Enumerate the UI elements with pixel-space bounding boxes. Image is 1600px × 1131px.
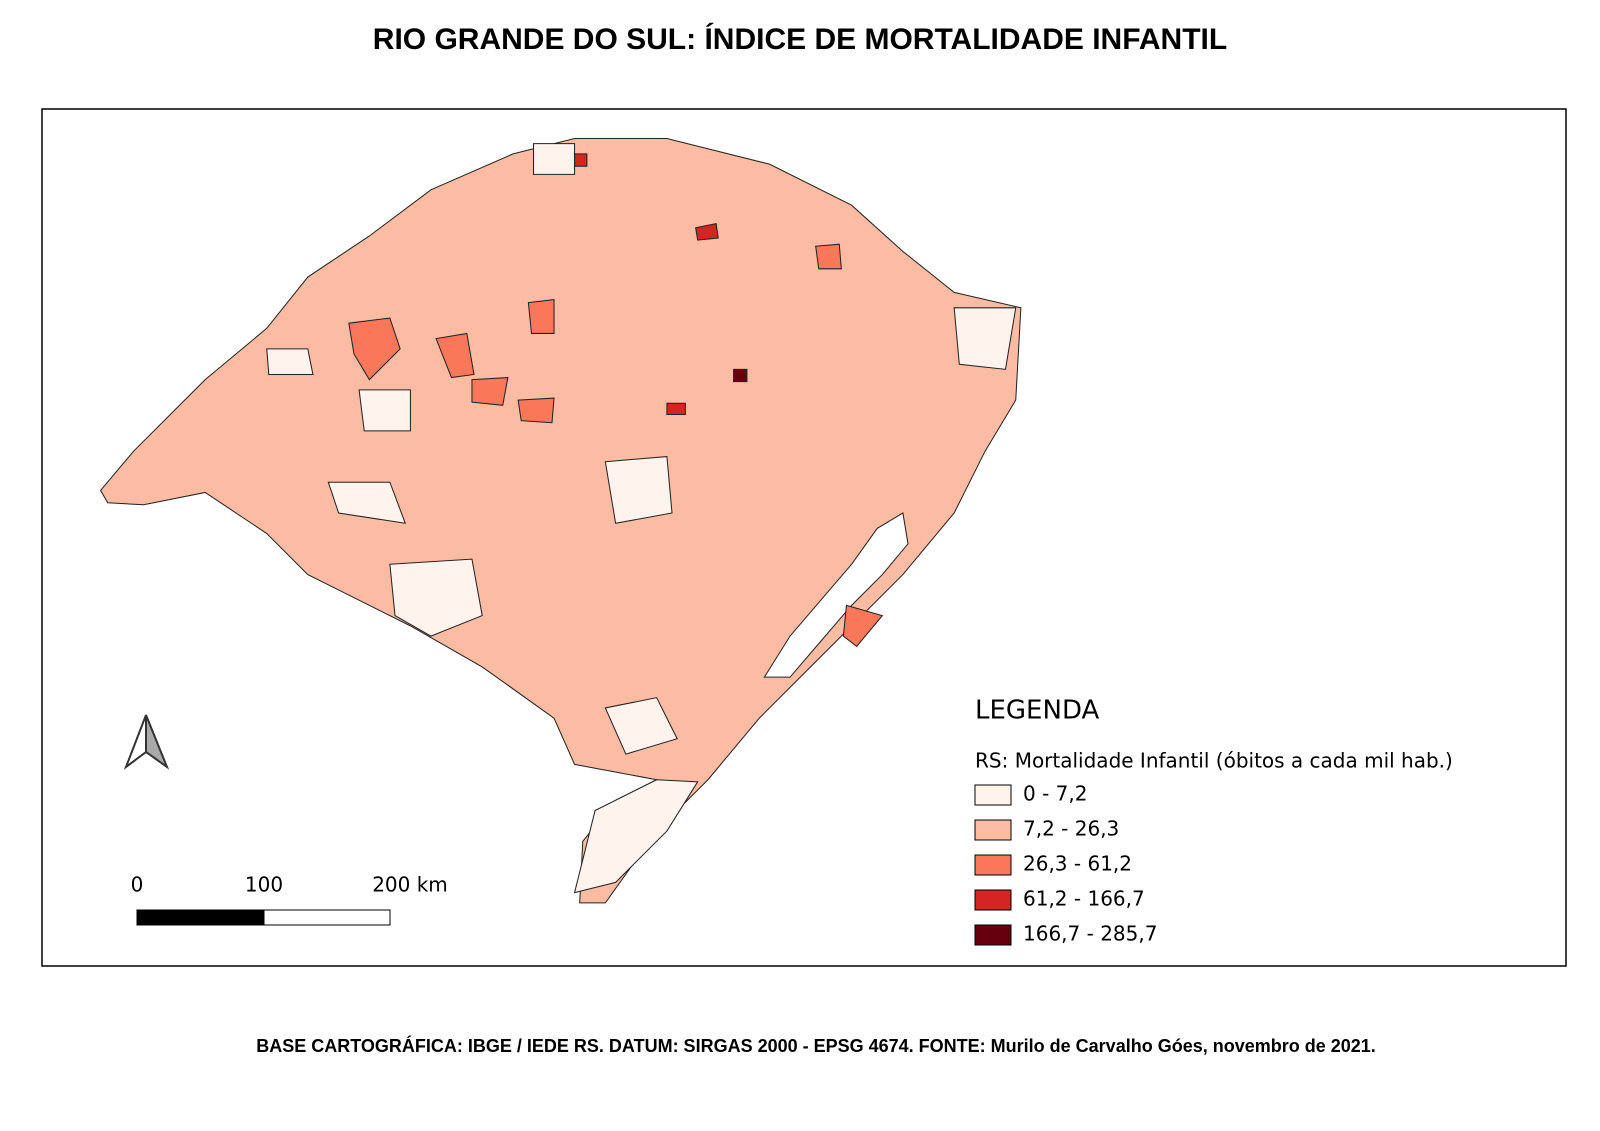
legend-label: 0 - 7,2 [1023, 782, 1087, 806]
district-mid [527, 299, 555, 334]
legend-swatch [974, 889, 1012, 911]
legend-label: 26,3 - 61,2 [1023, 852, 1132, 876]
district-light [604, 456, 673, 524]
district-mid [471, 377, 509, 406]
map-title: RIO GRANDE DO SUL: ÍNDICE DE MORTALIDADE… [373, 22, 1227, 56]
scale-bar [136, 909, 391, 926]
district-light [953, 307, 1017, 370]
legend-label: 7,2 - 26,3 [1023, 817, 1119, 841]
district-mid [517, 397, 555, 424]
scale-label: 0 [131, 873, 144, 897]
legend-label: 166,7 - 285,7 [1023, 922, 1157, 946]
district-mid [435, 332, 475, 379]
map-frame [41, 108, 1567, 967]
district-mid [815, 243, 842, 270]
district-light [604, 697, 678, 755]
legend-title: LEGENDA [975, 696, 1100, 726]
scale-segment [136, 909, 265, 926]
legend-swatch [974, 924, 1012, 946]
district-high [695, 223, 719, 241]
state-outline [99, 137, 1022, 904]
district-light [327, 481, 407, 524]
legend-swatch [974, 784, 1012, 806]
district-light [358, 389, 411, 432]
district-mid [348, 317, 401, 381]
lagoon [763, 512, 909, 678]
legend-swatch [974, 854, 1012, 876]
legend-label: 61,2 - 166,7 [1023, 887, 1145, 911]
scale-segment [263, 909, 391, 926]
legend-subtitle: RS: Mortalidade Infantil (óbitos a cada … [975, 749, 1453, 773]
scale-label: 100 [245, 873, 283, 897]
district-mid [842, 604, 884, 648]
district-high [666, 402, 686, 416]
footer: BASE CARTOGRÁFICA: IBGE / IEDE RS. DATUM… [256, 1035, 1376, 1056]
district-light [266, 348, 314, 376]
state-map [99, 137, 1022, 904]
district-light [389, 558, 483, 637]
scale-label: 200 km [372, 873, 448, 897]
district-high [574, 153, 588, 167]
legend-swatch [974, 819, 1012, 841]
district-light [533, 143, 576, 175]
district-max [733, 368, 748, 383]
district-light [573, 779, 699, 894]
north-arrow [123, 714, 170, 770]
